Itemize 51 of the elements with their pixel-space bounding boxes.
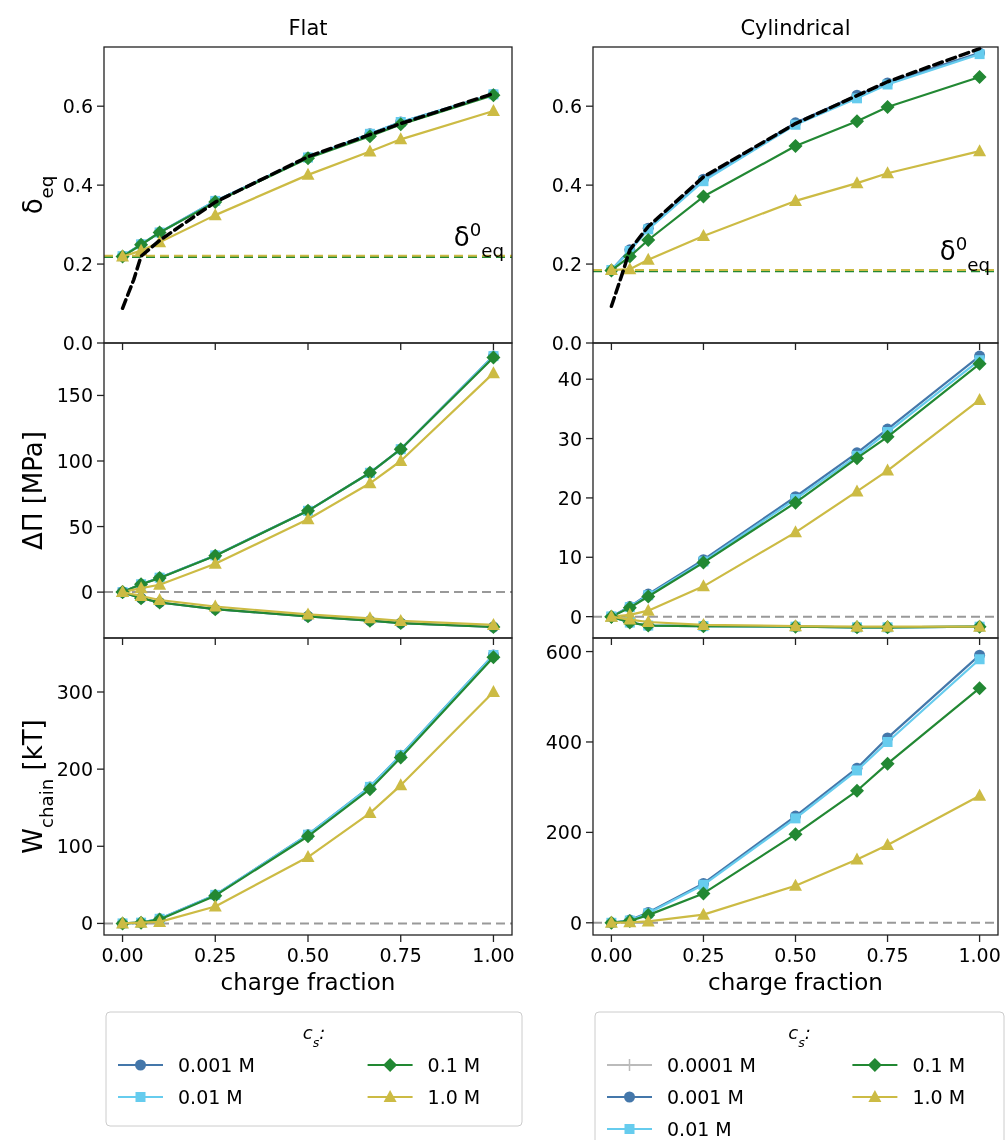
x-tick-label: 0.00 [590,944,633,966]
y-tick-label: 30 [557,427,582,450]
x-tick-label: 0.25 [682,944,725,966]
legend-label: 1.0 M [427,1086,481,1108]
x-axis-title: charge fraction [708,969,883,995]
y-tick-label: 0.2 [62,253,93,276]
legend-label: 0.001 M [178,1054,255,1076]
y-tick-label: 0.6 [551,95,582,118]
x-tick-label: 0.00 [101,944,144,966]
x-tick-label: 0.50 [286,944,330,966]
y-tick-label: 600 [545,640,582,663]
y-tick-label: 100 [56,450,93,472]
x-tick-label: 0.50 [774,944,817,966]
y-tick-label: 150 [56,384,93,407]
legend-label: 0.1 M [427,1054,481,1076]
y-tick-label: 0.0 [551,332,582,354]
legend-label: 0.001 M [667,1086,744,1108]
x-tick-label: 1.00 [472,944,515,966]
y-tick-label: 0 [80,581,93,604]
y-tick-label: 50 [68,515,93,538]
y-tick-label: 0 [569,605,582,628]
y-tick-label: 0.4 [62,174,93,197]
x-tick-label: 1.00 [958,944,1001,966]
y-tick-label: 10 [557,546,582,569]
y-tick-label: 0.6 [62,95,93,118]
chart-title: Cylindrical [740,16,851,40]
y-tick-label: 100 [56,835,93,858]
legend-title: c$_{s}$: [788,1022,811,1050]
y-tick-label: 20 [557,486,582,509]
y-tick-label: 0 [80,912,93,935]
y-tick-label: 0.2 [551,253,582,276]
x-tick-label: 0.75 [379,944,422,966]
y-tick-label: 200 [56,758,93,781]
x-axis-title: charge fraction [220,969,396,995]
x-tick-label: 0.25 [194,944,237,966]
legend-label: 0.1 M [912,1054,966,1076]
y-tick-label: 0.0 [62,332,93,354]
y-tick-label: 0 [569,911,582,934]
y-tick-label: 200 [545,821,582,844]
legend-label: 0.01 M [178,1086,243,1108]
y-tick-label: 300 [56,681,93,703]
y-axis-title: ΔΠ [MPa] [18,431,48,550]
y-tick-label: 400 [545,730,582,753]
x-tick-label: 0.75 [866,944,909,966]
legend-label: 0.01 M [667,1118,732,1140]
y-tick-label: 0.4 [551,174,582,197]
legend-title: c$_{s}$: [302,1022,326,1050]
legend-label: 1.0 M [912,1086,966,1108]
chart-title: Flat [288,16,328,40]
legend-label: 0.0001 M [667,1054,756,1076]
y-tick-label: 40 [557,368,582,391]
